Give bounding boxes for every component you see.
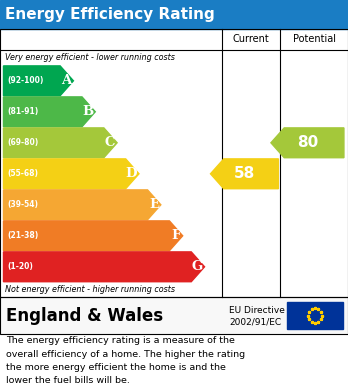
Bar: [0, 297, 348, 334]
Text: lower the fuel bills will be.: lower the fuel bills will be.: [6, 376, 130, 385]
Text: A: A: [62, 74, 72, 87]
Text: D: D: [126, 167, 137, 180]
Polygon shape: [3, 66, 73, 96]
Bar: [0, 29, 348, 297]
Text: the more energy efficient the home is and the: the more energy efficient the home is an…: [6, 363, 226, 372]
Text: (55-68): (55-68): [8, 169, 39, 178]
Bar: [287, 302, 343, 329]
Text: (39-54): (39-54): [8, 200, 39, 209]
Text: Current: Current: [233, 34, 269, 45]
Text: F: F: [172, 229, 181, 242]
Polygon shape: [3, 252, 205, 282]
Polygon shape: [3, 190, 161, 220]
Text: B: B: [82, 105, 94, 118]
Text: 80: 80: [297, 135, 318, 150]
Bar: [0, 0, 348, 29]
Text: C: C: [105, 136, 116, 149]
Text: EU Directive: EU Directive: [229, 307, 285, 316]
Text: Energy Efficiency Rating: Energy Efficiency Rating: [5, 7, 215, 22]
Text: overall efficiency of a home. The higher the rating: overall efficiency of a home. The higher…: [6, 350, 245, 359]
Text: 58: 58: [234, 166, 255, 181]
Polygon shape: [3, 97, 95, 127]
Polygon shape: [3, 128, 117, 158]
Text: G: G: [191, 260, 203, 273]
Text: The energy efficiency rating is a measure of the: The energy efficiency rating is a measur…: [6, 336, 235, 345]
Polygon shape: [3, 159, 139, 189]
Text: England & Wales: England & Wales: [6, 307, 164, 325]
Text: Very energy efficient - lower running costs: Very energy efficient - lower running co…: [5, 53, 175, 62]
Text: (21-38): (21-38): [8, 231, 39, 240]
Text: E: E: [149, 198, 159, 211]
Polygon shape: [211, 159, 278, 189]
Text: (1-20): (1-20): [8, 262, 33, 271]
Text: 2002/91/EC: 2002/91/EC: [229, 317, 281, 326]
Text: Potential: Potential: [293, 34, 335, 45]
Text: (81-91): (81-91): [8, 107, 39, 116]
Polygon shape: [3, 221, 183, 251]
Text: Not energy efficient - higher running costs: Not energy efficient - higher running co…: [5, 285, 175, 294]
Text: (92-100): (92-100): [8, 76, 44, 85]
Text: (69-80): (69-80): [8, 138, 39, 147]
Bar: [0, 297, 348, 334]
Polygon shape: [271, 128, 344, 158]
